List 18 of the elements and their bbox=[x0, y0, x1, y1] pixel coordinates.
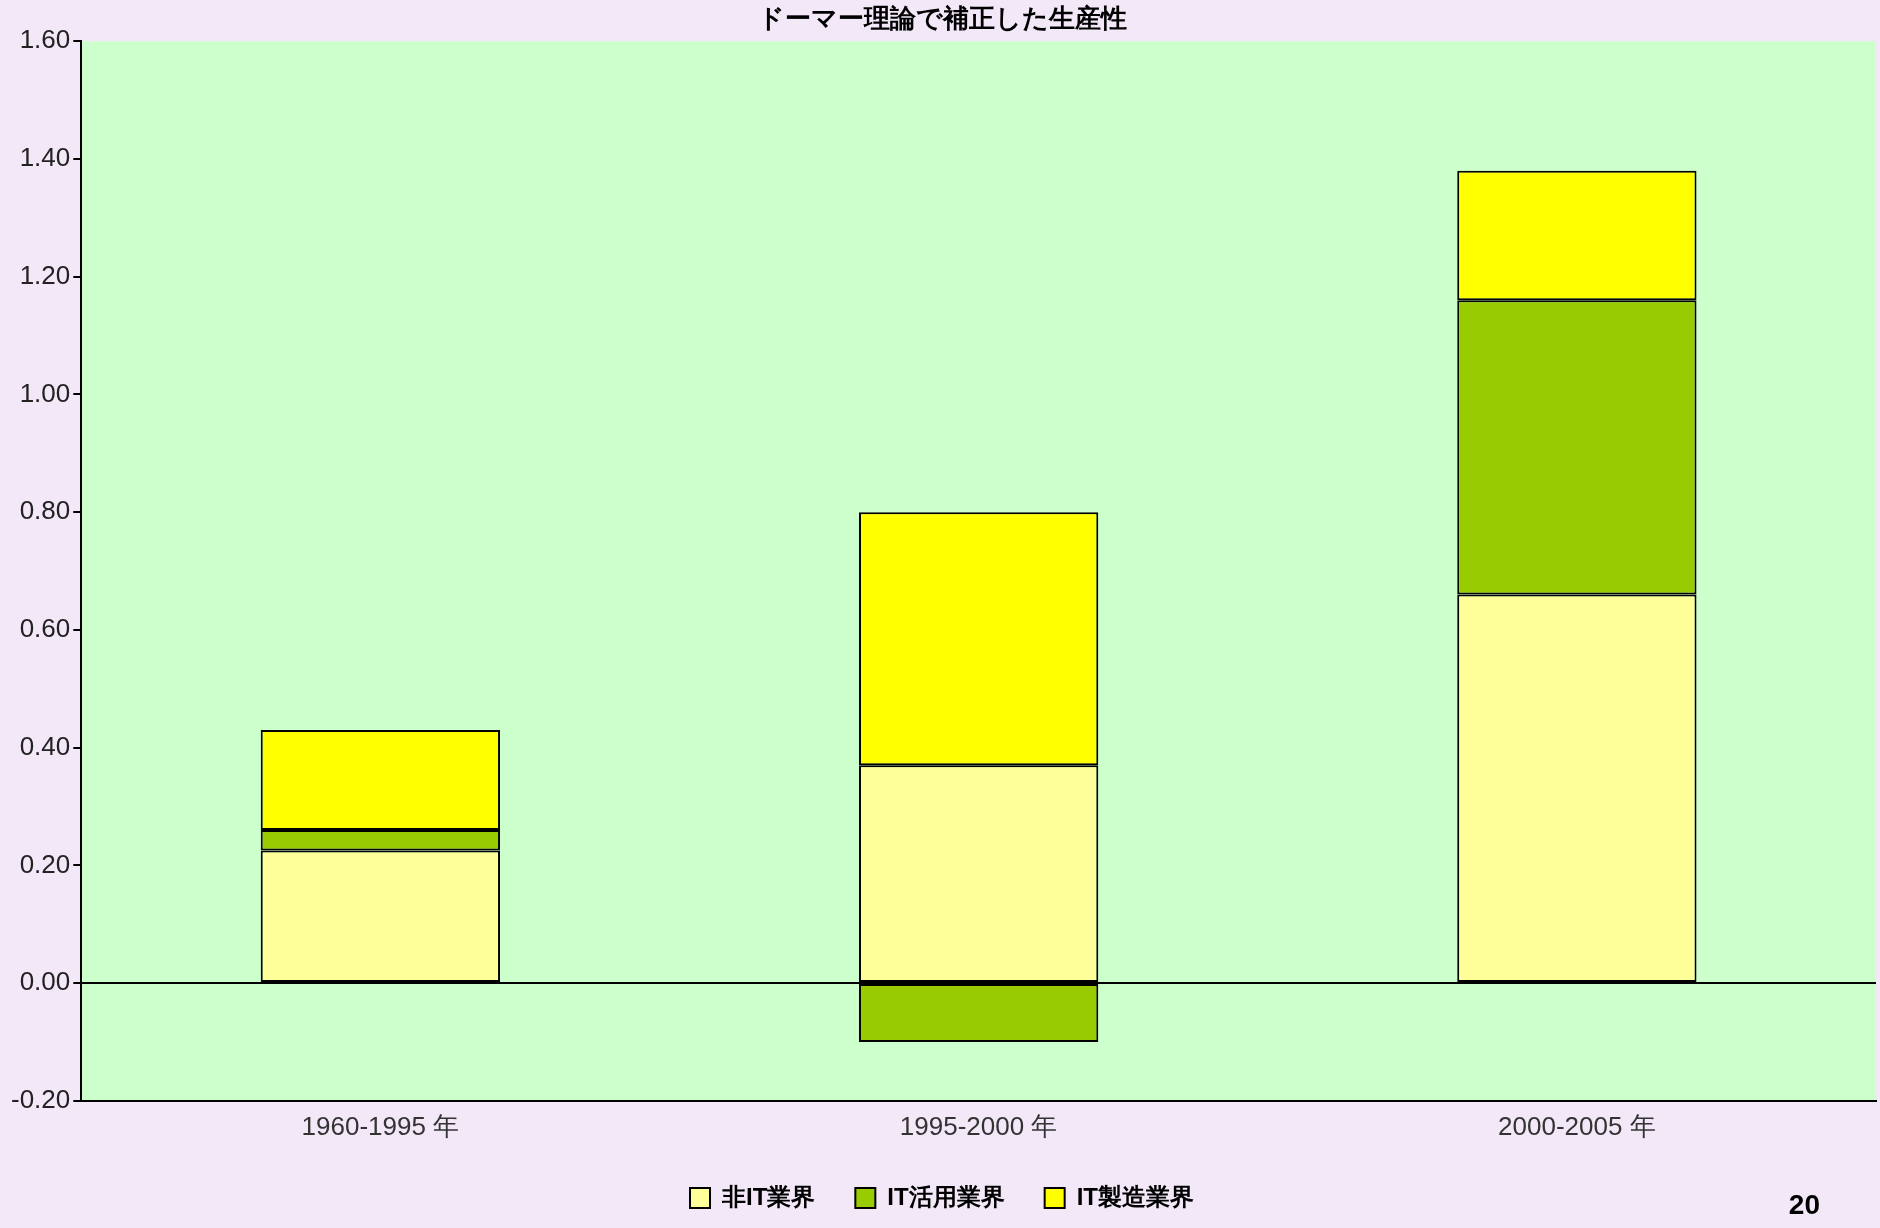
legend-label: IT活用業界 bbox=[887, 1182, 1005, 1210]
y-tick-label: 0.40 bbox=[19, 730, 71, 761]
legend-label: IT製造業界 bbox=[1076, 1182, 1194, 1210]
chart-title: ドーマー理論で補正した生産性 bbox=[757, 2, 1127, 33]
y-tick-label: 0.20 bbox=[19, 848, 71, 879]
y-tick-label: -0.20 bbox=[11, 1083, 71, 1114]
y-tick-label: 0.00 bbox=[19, 966, 71, 997]
x-tick-label: 1995-2000 年 bbox=[899, 1110, 1058, 1141]
legend-label: 非IT業界 bbox=[721, 1182, 816, 1210]
text: 20 bbox=[1788, 1188, 1820, 1220]
x-tick-label: 2000-2005 年 bbox=[1498, 1110, 1656, 1141]
y-tick-label: 1.60 bbox=[19, 24, 71, 55]
y-tick-label: 0.80 bbox=[19, 495, 71, 526]
y-tick-label: 1.00 bbox=[19, 377, 71, 408]
y-tick-label: 1.40 bbox=[19, 142, 71, 173]
x-tick-label: 1960-1995 年 bbox=[301, 1110, 460, 1141]
y-tick-label: 1.20 bbox=[19, 259, 71, 290]
y-tick-label: 0.60 bbox=[19, 613, 71, 644]
